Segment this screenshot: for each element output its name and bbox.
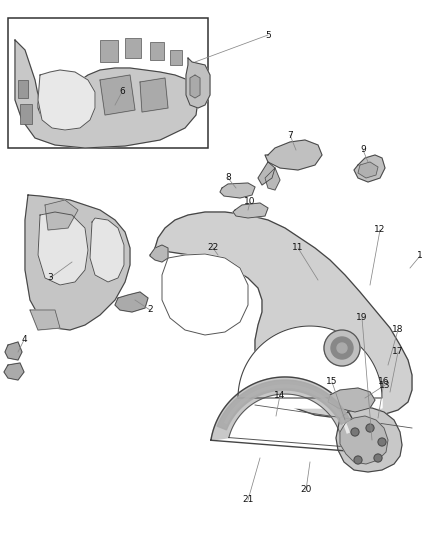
Text: 15: 15 xyxy=(326,377,338,386)
Circle shape xyxy=(354,456,362,464)
Text: 18: 18 xyxy=(392,326,404,335)
Polygon shape xyxy=(38,212,88,285)
Polygon shape xyxy=(258,162,275,185)
Bar xyxy=(100,40,118,62)
Text: 20: 20 xyxy=(300,486,312,495)
Polygon shape xyxy=(238,326,382,408)
Polygon shape xyxy=(265,140,322,170)
Text: 3: 3 xyxy=(47,273,53,282)
Polygon shape xyxy=(162,254,248,335)
Polygon shape xyxy=(4,363,24,380)
Polygon shape xyxy=(115,292,148,312)
Polygon shape xyxy=(336,408,402,472)
Text: 1: 1 xyxy=(417,252,423,261)
Bar xyxy=(170,50,182,65)
Circle shape xyxy=(337,343,347,353)
Polygon shape xyxy=(358,162,378,178)
Polygon shape xyxy=(328,388,375,412)
Polygon shape xyxy=(211,377,360,452)
Polygon shape xyxy=(45,200,78,230)
Polygon shape xyxy=(90,218,124,282)
Polygon shape xyxy=(140,78,168,112)
Text: 5: 5 xyxy=(265,30,271,39)
Text: 22: 22 xyxy=(207,244,219,253)
Polygon shape xyxy=(150,245,168,262)
Polygon shape xyxy=(220,183,255,198)
Circle shape xyxy=(324,330,360,366)
Polygon shape xyxy=(100,75,135,115)
Text: 11: 11 xyxy=(292,244,304,253)
Bar xyxy=(150,42,164,60)
Text: 12: 12 xyxy=(374,225,386,235)
Text: 9: 9 xyxy=(360,146,366,155)
Text: 13: 13 xyxy=(379,381,391,390)
Polygon shape xyxy=(15,40,198,148)
Text: 8: 8 xyxy=(225,174,231,182)
Bar xyxy=(20,104,32,124)
Text: 16: 16 xyxy=(378,377,390,386)
Circle shape xyxy=(374,454,382,462)
Polygon shape xyxy=(354,155,385,182)
Text: 19: 19 xyxy=(356,313,368,322)
Polygon shape xyxy=(30,310,60,330)
Polygon shape xyxy=(25,195,130,330)
Polygon shape xyxy=(186,58,210,108)
Text: 4: 4 xyxy=(21,335,27,344)
Circle shape xyxy=(351,428,359,436)
Polygon shape xyxy=(233,203,268,218)
Polygon shape xyxy=(265,168,280,190)
Bar xyxy=(18,80,28,98)
Text: 2: 2 xyxy=(147,305,153,314)
Text: 17: 17 xyxy=(392,348,404,357)
Circle shape xyxy=(331,337,353,359)
Polygon shape xyxy=(190,75,200,98)
Text: 14: 14 xyxy=(274,391,286,400)
Polygon shape xyxy=(5,342,22,360)
Polygon shape xyxy=(38,70,95,130)
Circle shape xyxy=(366,424,374,432)
Polygon shape xyxy=(155,212,412,418)
Circle shape xyxy=(378,438,386,446)
Bar xyxy=(125,38,141,58)
Text: 21: 21 xyxy=(242,496,254,505)
Polygon shape xyxy=(340,416,388,464)
Text: 10: 10 xyxy=(244,198,256,206)
Bar xyxy=(8,18,208,148)
Polygon shape xyxy=(217,380,350,430)
Text: 6: 6 xyxy=(119,87,125,96)
Text: 7: 7 xyxy=(287,131,293,140)
